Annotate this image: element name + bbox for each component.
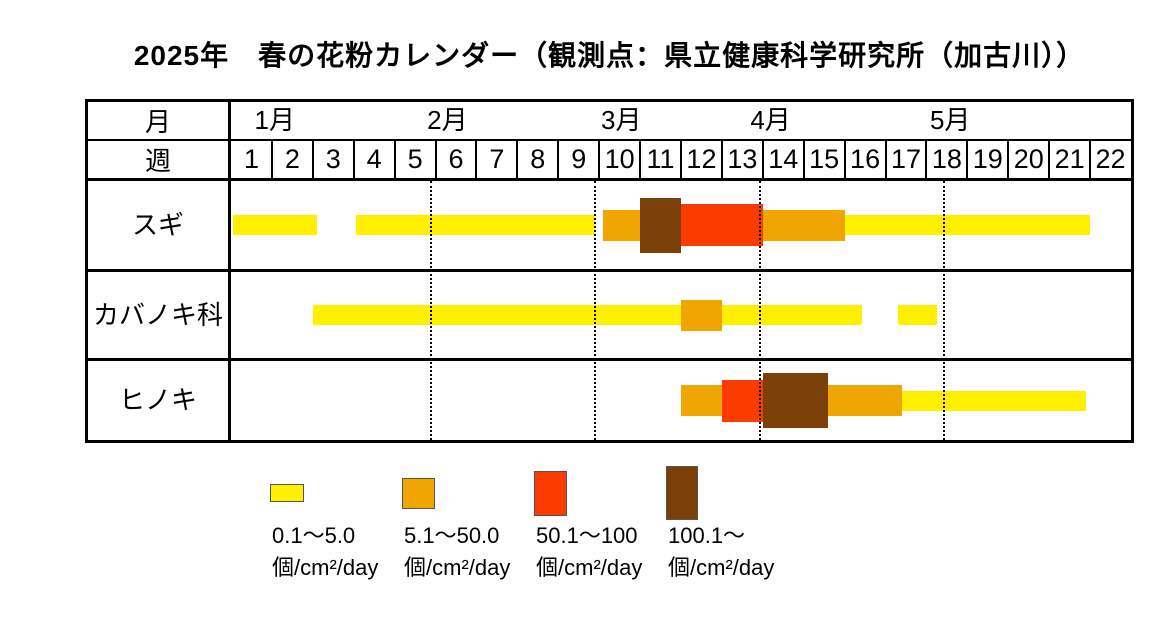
- week-number-cell: 17: [890, 144, 921, 174]
- legend-swatch: [270, 484, 304, 502]
- week-grid-line: [925, 139, 928, 180]
- week-number-cell: 22: [1095, 144, 1126, 174]
- week-number-cell: 2: [284, 144, 300, 174]
- week-number-cell: 11: [646, 144, 675, 174]
- week-grid-line: [270, 139, 273, 180]
- week-number-cell: 15: [809, 144, 840, 174]
- month-label: 3月: [601, 105, 642, 135]
- pollen-bar: [681, 299, 722, 331]
- table-grid-line: [88, 358, 1131, 361]
- legend-range-label: 5.1～50.0: [404, 523, 500, 548]
- week-grid-line: [966, 139, 969, 180]
- week-number-cell: 21: [1054, 144, 1085, 174]
- week-number-cell: 8: [530, 144, 546, 174]
- week-number-cell: 9: [571, 144, 587, 174]
- pollen-bar: [721, 379, 763, 422]
- legend-swatch: [666, 466, 698, 520]
- legend-unit-label: 個/cm²/day: [272, 555, 379, 580]
- legend-range-label: 0.1～5.0: [272, 523, 356, 548]
- species-label: スギ: [131, 209, 184, 240]
- week-number-cell: 7: [489, 144, 505, 174]
- legend-item: 5.1～50.0 個/cm²/day: [402, 460, 534, 595]
- week-number-cell: 13: [727, 144, 758, 174]
- month-boundary-line: [594, 181, 597, 440]
- pollen-bar: [681, 204, 763, 246]
- week-number-cell: 1: [243, 144, 259, 174]
- legend-unit-label: 個/cm²/day: [404, 555, 511, 580]
- pollen-bar: [721, 305, 862, 325]
- page-title: 2025年 春の花粉カレンダー（観測点：県立健康科学研究所（加古川））: [133, 40, 1086, 71]
- week-grid-line: [1048, 139, 1051, 180]
- week-grid-line: [720, 139, 723, 180]
- week-number-cell: 18: [931, 144, 962, 174]
- month-boundary-line: [758, 181, 761, 440]
- week-number-cell: 5: [407, 144, 423, 174]
- week-number-cell: 14: [768, 144, 799, 174]
- label-column-divider: [228, 102, 231, 440]
- table-grid-line: [88, 269, 1131, 272]
- week-number-cell: 3: [325, 144, 341, 174]
- legend-range-label: 50.1～100: [536, 523, 638, 548]
- week-grid-line: [843, 139, 846, 180]
- legend-item: 100.1～ 個/cm²/day: [666, 460, 798, 595]
- pollen-bar: [640, 197, 681, 253]
- week-grid-line: [761, 139, 764, 180]
- month-label: 2月: [427, 105, 468, 135]
- week-grid-line: [1007, 139, 1010, 180]
- week-grid-line: [557, 139, 560, 180]
- species-label: カバノキ科: [92, 299, 223, 330]
- week-grid-line: [434, 139, 437, 180]
- month-boundary-line: [430, 181, 433, 440]
- week-number-cell: 4: [366, 144, 382, 174]
- pollen-bar: [897, 305, 937, 325]
- week-grid-line: [516, 139, 519, 180]
- pollen-bar: [355, 215, 596, 235]
- week-grid-line: [475, 139, 478, 180]
- pollen-bar: [762, 373, 829, 428]
- species-label: ヒノキ: [118, 385, 197, 415]
- month-boundary-line: [942, 181, 945, 440]
- table-grid-line: [88, 178, 1131, 181]
- legend-item: 0.1～5.0 個/cm²/day: [270, 460, 402, 595]
- week-header-label: 週: [144, 146, 171, 176]
- week-grid-line: [352, 139, 355, 180]
- week-grid-line: [680, 139, 682, 180]
- week-grid-line: [598, 139, 601, 180]
- pollen-bar: [233, 215, 317, 235]
- pollen-bar: [681, 385, 722, 416]
- pollen-bar: [762, 209, 845, 241]
- legend-item: 50.1～100 個/cm²/day: [534, 460, 666, 595]
- month-label: 5月: [929, 105, 971, 135]
- legend-unit-label: 個/cm²/day: [536, 555, 643, 580]
- week-grid-line: [1089, 139, 1092, 180]
- week-number-cell: 12: [686, 144, 717, 174]
- pollen-bar: [312, 305, 681, 325]
- legend-range-label: 100.1～: [668, 523, 746, 548]
- month-label: 4月: [750, 105, 791, 135]
- week-grid-line: [393, 139, 396, 180]
- legend-swatch: [402, 477, 435, 509]
- week-grid-line: [311, 139, 314, 180]
- week-grid-line: [802, 139, 805, 180]
- week-number-cell: 10: [604, 144, 635, 174]
- pollen-calendar-table: 月 週 1月 2月 3月 4月 5月 1 2 3 4 5 6 7 8 9 10 11 12 13 14 15 16 17 1…: [85, 99, 1134, 443]
- table-grid-line: [88, 139, 1131, 141]
- month-label: 1月: [254, 105, 295, 135]
- legend: 0.1～5.0 個/cm²/day 5.1～50.0 個/cm²/day 50.1～10…: [270, 460, 830, 595]
- week-grid-line: [884, 139, 887, 180]
- month-header-label: 月: [144, 107, 171, 137]
- week-number-cell: 6: [448, 144, 464, 174]
- week-number-cell: 20: [1013, 144, 1044, 174]
- pollen-bar: [844, 215, 1091, 235]
- week-number-cell: 16: [850, 144, 881, 174]
- week-number-cell: 19: [972, 144, 1003, 174]
- legend-swatch: [534, 470, 567, 516]
- pollen-bar: [901, 390, 1086, 411]
- legend-unit-label: 個/cm²/day: [668, 555, 775, 580]
- week-grid-line: [639, 139, 642, 180]
- pollen-bar: [828, 385, 902, 416]
- pollen-bar: [603, 209, 641, 241]
